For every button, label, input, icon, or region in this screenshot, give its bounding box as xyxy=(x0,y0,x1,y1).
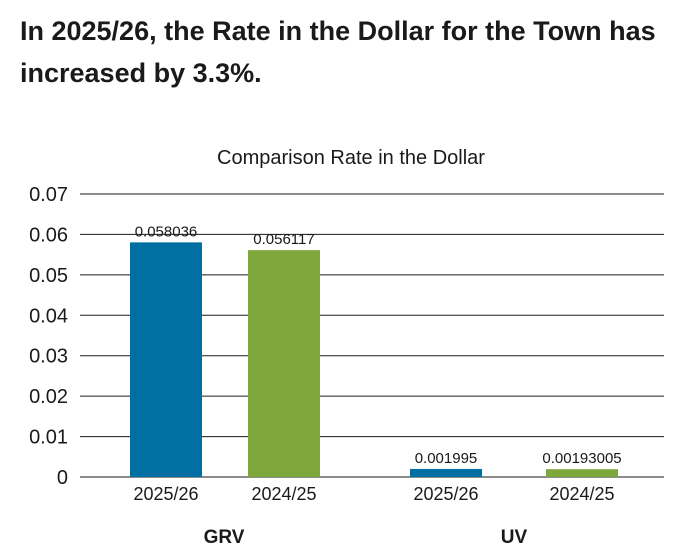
y-axis-ticks: 0.07 0.06 0.05 0.04 0.03 0.02 0.01 0 xyxy=(29,184,68,489)
y-tick-label: 0.07 xyxy=(29,184,68,206)
group-labels: GRV UV xyxy=(204,527,528,548)
data-label: 0.058036 xyxy=(135,223,198,240)
bar-uv-2024-25 xyxy=(546,469,618,477)
x-tick-label: 2025/26 xyxy=(413,484,478,504)
bar-uv-2025-26 xyxy=(410,468,482,477)
data-label: 0.00193005 xyxy=(542,450,621,467)
page-headline: In 2025/26, the Rate in the Dollar for t… xyxy=(20,16,656,88)
data-label: 0.056117 xyxy=(253,231,314,248)
x-tick-label: 2024/25 xyxy=(549,484,614,504)
y-tick-label: 0.05 xyxy=(29,265,68,287)
group-label-uv: UV xyxy=(501,527,528,548)
y-tick-label: 0.01 xyxy=(29,427,68,449)
y-tick-label: 0.06 xyxy=(29,224,68,246)
group-label-grv: GRV xyxy=(204,527,245,548)
x-tick-label: 2024/25 xyxy=(251,484,316,504)
y-tick-label: 0.03 xyxy=(29,346,68,368)
data-label: 0.001995 xyxy=(415,450,478,467)
x-tick-label: 2025/26 xyxy=(133,484,198,504)
bar-grv-2025-26 xyxy=(130,242,202,477)
x-axis-ticks: 2025/26 2024/25 2025/26 2024/25 xyxy=(133,484,614,504)
bars xyxy=(130,242,618,477)
chart-title: Comparison Rate in the Dollar xyxy=(217,147,485,169)
y-tick-label: 0.02 xyxy=(29,386,68,408)
y-tick-label: 0.04 xyxy=(29,305,68,327)
data-labels: 0.058036 0.056117 0.001995 0.00193005 xyxy=(135,223,622,467)
y-tick-label: 0 xyxy=(57,467,68,489)
bar-grv-2024-25 xyxy=(248,250,320,477)
